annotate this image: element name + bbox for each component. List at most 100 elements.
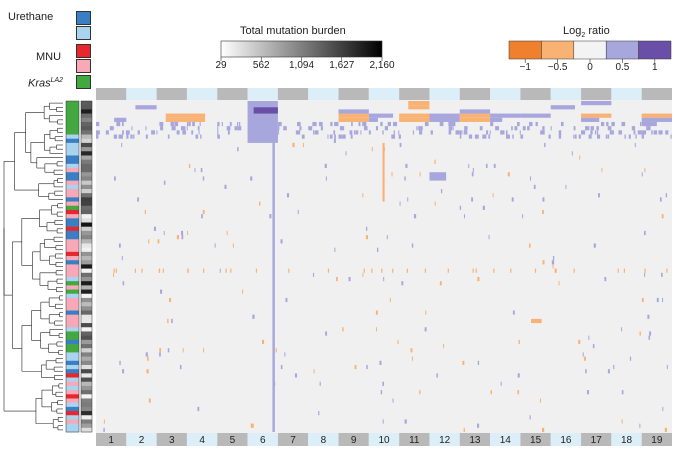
cna-gain-segment (641, 134, 644, 139)
cna-gain-segment (342, 134, 346, 139)
mutation-burden-cell (81, 302, 92, 307)
cna-gain-segment (578, 134, 581, 139)
sample-group-cell (66, 385, 79, 391)
mutation-burden-cell (81, 415, 92, 420)
mutation-burden-cell (81, 427, 92, 433)
cna-loss-segment (554, 268, 556, 273)
cna-loss-segment (434, 201, 436, 206)
cna-loss-segment (187, 230, 189, 236)
cna-broad-event (490, 113, 521, 118)
legend-mnu-swatch-light (76, 59, 91, 73)
mutation-burden-cell (81, 344, 92, 349)
cna-gain-segment (597, 134, 601, 139)
mutation-burden-cell (81, 310, 92, 316)
burden-tick-label: 562 (252, 60, 270, 71)
mutation-burden-cell (81, 105, 92, 110)
cna-broad-event (581, 117, 600, 122)
cna-gain-segment (607, 126, 610, 131)
cna-gain-segment (358, 121, 361, 127)
chromosome-label-16: 16 (560, 435, 572, 446)
cna-gain-segment (133, 134, 135, 139)
cna-gain-segment (334, 121, 339, 127)
cna-gain-segment (488, 235, 490, 240)
cna-gain-segment (386, 235, 388, 240)
cna-gain-segment (217, 134, 220, 139)
sample-group-cell (66, 285, 79, 290)
cna-loss-segment (313, 369, 315, 374)
cna-broad-event (399, 117, 430, 122)
cna-gain-segment (582, 352, 584, 357)
cna-gain-segment (665, 130, 669, 135)
cna-gain-segment (635, 134, 637, 139)
cna-gain-segment (280, 239, 283, 244)
cna-broad-event (186, 113, 206, 118)
cna-gain-segment (145, 352, 148, 357)
cna-broad-event (165, 113, 187, 118)
sample-group-cell (66, 356, 79, 362)
sample-group-cell (66, 335, 79, 341)
cna-gain-segment (488, 134, 491, 139)
cna-loss-segment (259, 201, 261, 206)
cna-loss-segment (365, 235, 368, 240)
cna-gain-segment (670, 134, 672, 139)
chromosome-label-15: 15 (530, 435, 542, 446)
mutation-burden-cell (81, 239, 92, 244)
mutation-burden-cell (81, 142, 92, 148)
log2-tick-label: 1 (652, 62, 658, 73)
cna-gain-chr6-line (272, 142, 275, 432)
cna-gain-segment (237, 126, 242, 131)
cna-gain-segment (637, 130, 642, 135)
cna-gain-segment (598, 193, 600, 198)
cna-loss-segment (462, 360, 465, 365)
cna-gain-segment (263, 130, 265, 135)
cna-gain-segment (353, 130, 356, 135)
cna-gain-segment (490, 121, 494, 127)
cna-gain-segment (96, 121, 100, 127)
mutation-burden-cell (81, 163, 92, 169)
cna-gain-segment (551, 260, 555, 265)
sample-group-cell (66, 323, 79, 328)
cna-gain-segment (506, 134, 510, 139)
mutation-burden-cell (81, 113, 92, 119)
cna-gain-segment (641, 172, 643, 177)
cna-gain-segment (520, 134, 524, 139)
sample-group-cell (66, 105, 79, 110)
mutation-burden-cell (81, 243, 92, 249)
mutation-burden-cell (81, 126, 92, 131)
cna-gain-segment (121, 256, 123, 261)
sample-group-cell (66, 419, 79, 425)
sample-group-cell (66, 377, 79, 383)
sample-group-cell (66, 184, 79, 190)
mutation-burden-cell (81, 402, 92, 408)
sample-group-cell (66, 281, 79, 286)
cna-gain-segment (159, 352, 161, 357)
mutation-burden-cell (81, 390, 92, 395)
mutation-burden-cell (81, 205, 92, 211)
cna-gain-segment (519, 130, 521, 135)
burden-tick-label: 29 (215, 60, 227, 71)
cna-gain-segment (482, 205, 485, 210)
cna-gain-segment (325, 331, 328, 336)
cna-gain-segment (407, 197, 409, 202)
cna-gain-segment (221, 121, 223, 127)
sample-group-cell (66, 193, 79, 198)
mutation-burden-cell (81, 398, 92, 404)
cna-gain-segment (324, 163, 327, 169)
cna-gain-segment (160, 126, 164, 131)
cna-loss-segment (397, 339, 399, 345)
cna-gain-segment (649, 331, 652, 336)
cna-gain-segment (145, 126, 147, 131)
cna-gain-segment (118, 243, 121, 248)
cna-gain-segment (113, 176, 116, 181)
cna-gain-segment (600, 121, 605, 127)
cna-gain-segment (648, 335, 651, 340)
sample-group-cell (66, 360, 79, 366)
cna-loss-segment (666, 268, 668, 273)
cna-gain-segment (181, 235, 184, 240)
sample-group-cell (66, 264, 79, 269)
mutation-burden-cell (81, 348, 92, 353)
cna-loss-segment (490, 390, 492, 395)
cna-gain-segment (416, 126, 418, 131)
cna-gain-segment (259, 134, 261, 139)
sample-group-cell (66, 134, 79, 140)
